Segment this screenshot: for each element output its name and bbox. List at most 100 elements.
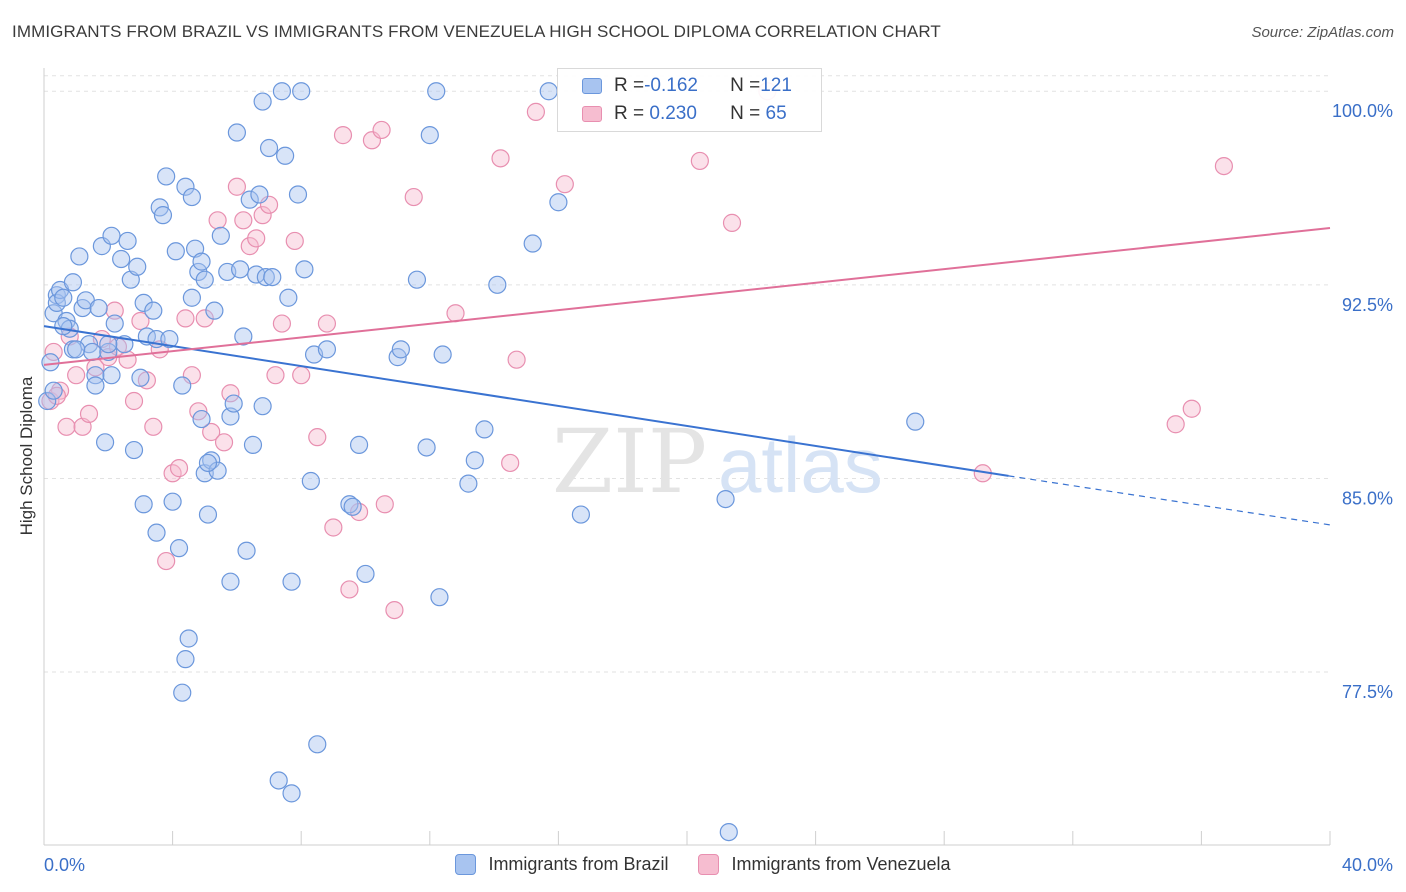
brazil-point: [417, 438, 436, 457]
brazil-point: [259, 138, 279, 158]
brazil-point: [208, 461, 227, 480]
venezuela-point: [317, 314, 337, 333]
brazil-point: [343, 497, 362, 516]
brazil-point: [147, 523, 166, 542]
venezuela-point: [227, 177, 246, 196]
brazil-point: [160, 329, 179, 349]
brazil-point: [54, 288, 73, 307]
brazil-point: [157, 167, 176, 186]
correlation-legend: R = -0.162 N = 121 R = 0.230 N = 65: [557, 68, 822, 132]
x-tick-label-max: 40.0%: [1342, 855, 1393, 875]
brazil-point: [211, 226, 230, 245]
brazil-point: [227, 123, 246, 142]
brazil-point: [38, 391, 57, 411]
venezuela-point: [501, 453, 520, 473]
brazil-point: [134, 293, 153, 313]
venezuela-point: [722, 213, 742, 232]
series-legend-brazil[interactable]: Immigrants from Brazil: [455, 853, 669, 875]
brazil-point: [112, 249, 131, 269]
legend-n-value-venezuela: 65: [760, 103, 787, 124]
brazil-point: [407, 270, 427, 289]
brazil-point: [128, 257, 147, 276]
brazil-point: [433, 345, 452, 364]
legend-r-label: R =: [614, 103, 645, 124]
venezuela-point: [50, 381, 70, 400]
venezuela-point: [1214, 156, 1234, 176]
brazil-point: [459, 474, 478, 493]
brazil-point: [169, 539, 189, 558]
brazil-point: [234, 327, 253, 346]
venezuela-point: [131, 311, 150, 331]
venezuela-point: [67, 366, 86, 385]
brazil-point: [243, 435, 263, 454]
venezuela-point: [208, 211, 227, 230]
brazil-point: [173, 376, 192, 395]
y-axis-label: High School Diploma: [17, 376, 36, 535]
brazil-point: [198, 453, 218, 473]
y-tick-label: 85.0%: [1342, 488, 1393, 508]
venezuela-point: [404, 187, 423, 207]
venezuela-point: [333, 126, 353, 145]
y-tick-labels: 77.5% 85.0% 92.5% 100.0%: [1332, 101, 1393, 702]
brazil-point: [295, 260, 314, 279]
brazil-point: [179, 629, 198, 648]
venezuela-point: [79, 404, 99, 424]
legend-row-venezuela: R = 0.230 N = 65: [582, 101, 787, 127]
venezuela-legend-swatch: [698, 853, 720, 875]
brazil-point: [391, 340, 410, 359]
venezuela-legend-label: Immigrants from Venezuela: [731, 853, 951, 874]
venezuela-point: [169, 459, 189, 478]
venezuela-trend-line: [43, 227, 1331, 366]
y-tick-label: 77.5%: [1342, 682, 1393, 702]
venezuela-point: [253, 206, 272, 225]
venezuela-point: [491, 149, 510, 168]
brazil-legend-label: Immigrants from Brazil: [488, 853, 669, 874]
brazil-point: [99, 335, 118, 354]
legend-n-value-brazil: 121: [760, 75, 792, 96]
brazil-point: [44, 381, 63, 400]
watermark-zip: ZIP: [552, 410, 707, 513]
brazil-point: [102, 226, 121, 245]
brazil-point: [198, 505, 218, 524]
brazil-point: [144, 301, 163, 320]
x-axis-ticks: [43, 831, 1331, 845]
venezuela-point: [690, 151, 709, 171]
brazil-point: [124, 440, 144, 460]
legend-n-label: N =: [730, 103, 761, 124]
brazil-point: [176, 650, 195, 669]
venezuela-point: [47, 386, 66, 405]
legend-r-value-brazil: -0.162: [644, 75, 698, 96]
brazil-point: [317, 340, 337, 359]
brazil-point: [131, 368, 150, 387]
brazil-points: [38, 82, 925, 842]
brazil-point: [253, 92, 272, 111]
series-legend-venezuela[interactable]: Immigrants from Venezuela: [698, 853, 951, 875]
brazil-point: [195, 270, 214, 289]
brazil-point: [719, 822, 738, 842]
brazil-point: [356, 564, 375, 584]
brazil-point: [54, 317, 73, 336]
brazil-point: [202, 451, 221, 470]
brazil-swatch: [582, 78, 602, 94]
brazil-point: [176, 177, 195, 196]
brazil-point: [192, 409, 211, 429]
brazil-point: [237, 541, 256, 560]
brazil-point: [86, 366, 105, 385]
brazil-point: [282, 784, 301, 803]
venezuela-point: [507, 350, 526, 369]
brazil-point: [263, 267, 282, 287]
brazil-point: [67, 340, 86, 359]
venezuela-point: [446, 304, 465, 323]
venezuela-points: [41, 82, 1234, 620]
venezuela-point: [555, 175, 574, 194]
venezuela-swatch: [582, 106, 602, 122]
brazil-point: [523, 234, 542, 253]
venezuela-point: [57, 417, 76, 436]
venezuela-point: [372, 120, 391, 140]
brazil-point: [99, 342, 118, 362]
venezuela-point: [195, 309, 214, 328]
brazil-trend-extension: [1008, 475, 1331, 526]
venezuela-point: [247, 229, 266, 248]
brazil-point: [83, 342, 102, 362]
series-legend: Immigrants from Brazil Immigrants from V…: [0, 851, 1406, 877]
